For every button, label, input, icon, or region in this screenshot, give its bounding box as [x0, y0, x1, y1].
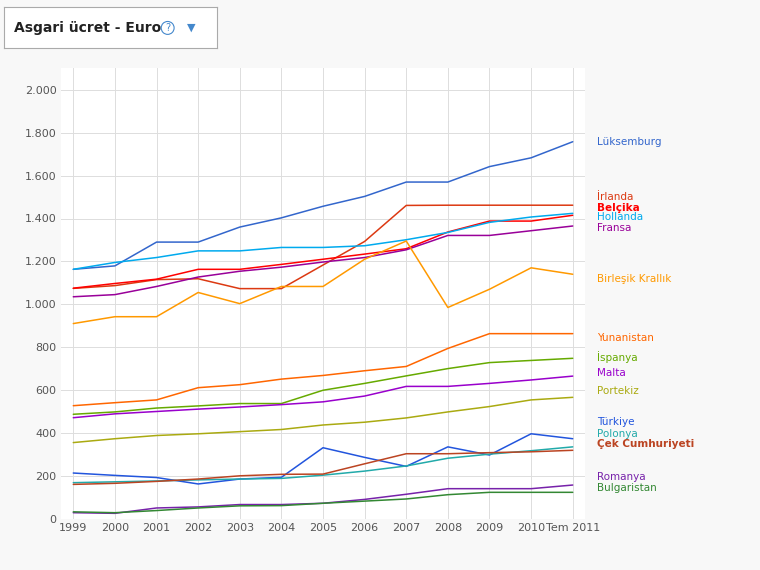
Text: Birleşik Krallık: Birleşik Krallık — [597, 274, 671, 283]
Text: Lüksemburg: Lüksemburg — [597, 137, 661, 146]
Text: Çek Cumhuriyeti: Çek Cumhuriyeti — [597, 439, 694, 449]
Text: Polonya: Polonya — [597, 429, 638, 438]
Text: Yunanistan: Yunanistan — [597, 333, 654, 343]
Text: Malta: Malta — [597, 368, 625, 378]
Text: Hollanda: Hollanda — [597, 213, 643, 222]
Text: ▼: ▼ — [187, 23, 195, 33]
Text: İspanya: İspanya — [597, 351, 637, 363]
Text: ?: ? — [165, 23, 170, 33]
Text: Romanya: Romanya — [597, 473, 645, 482]
Text: Türkiye: Türkiye — [597, 417, 634, 426]
Text: Bulgaristan: Bulgaristan — [597, 483, 657, 493]
Text: İrlanda: İrlanda — [597, 192, 633, 202]
Text: Asgari ücret - Euro: Asgari ücret - Euro — [14, 21, 162, 35]
Text: Belçika: Belçika — [597, 203, 639, 213]
Text: Fransa: Fransa — [597, 222, 631, 233]
Text: Portekiz: Portekiz — [597, 386, 638, 396]
